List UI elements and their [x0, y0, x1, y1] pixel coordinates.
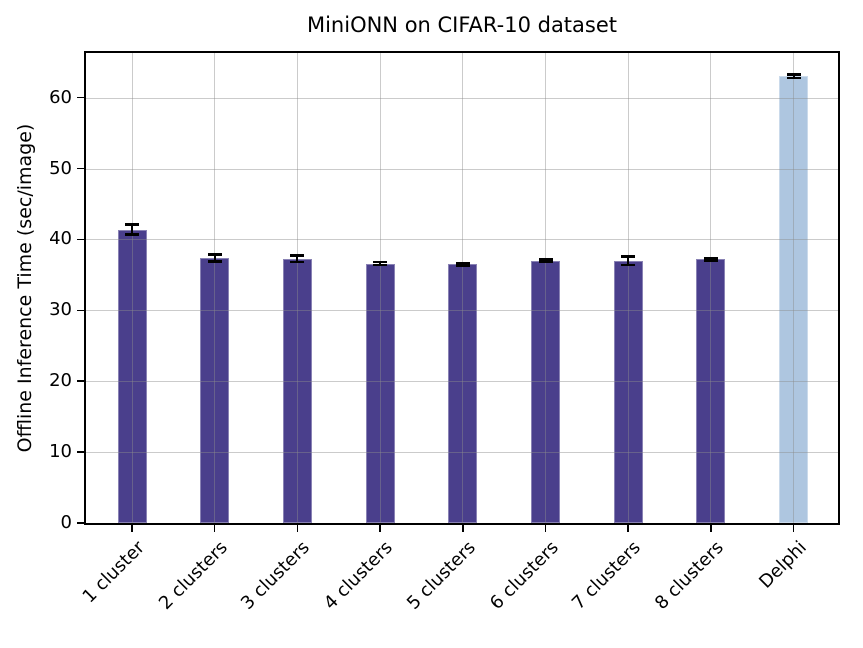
error-bar-cap-bottom	[703, 259, 718, 262]
y-tick-label: 10	[49, 441, 72, 463]
v-gridline	[296, 53, 298, 523]
error-bar-cap-top	[538, 258, 553, 261]
error-bar-line	[709, 257, 712, 261]
y-tick-mark	[77, 96, 84, 99]
y-tick-mark	[77, 238, 84, 241]
v-gridline	[627, 53, 629, 523]
error-bar-cap-bottom	[786, 76, 801, 80]
h-gridline	[86, 239, 838, 241]
error-bar-cap-bottom	[455, 264, 470, 267]
error-bar-cap-bottom	[538, 260, 553, 264]
error-bar-line	[792, 74, 795, 79]
y-tick-label: 50	[49, 157, 72, 179]
error-bar-line	[379, 262, 382, 265]
chart-title: MiniONN on CIFAR-10 dataset	[306, 13, 618, 37]
error-bar-cap-top	[125, 223, 139, 226]
x-tick-mark	[296, 525, 299, 532]
v-gridline	[793, 53, 795, 523]
x-tick-mark	[213, 525, 216, 532]
error-bar-line	[627, 256, 630, 265]
error-bar-cap-top	[207, 253, 222, 256]
error-bar-cap-bottom	[621, 263, 636, 267]
error-bar-cap-bottom	[207, 260, 222, 263]
y-tick-label: 0	[60, 512, 72, 533]
plot-area	[84, 51, 840, 525]
error-bar-line	[544, 259, 547, 263]
x-tick-mark	[462, 525, 464, 532]
bar-6-clusters	[531, 260, 560, 523]
x-tick-mark	[710, 525, 712, 532]
v-gridline	[462, 53, 464, 523]
error-bar-cap-top	[455, 261, 470, 265]
error-bar-cap-top	[621, 255, 636, 258]
error-bar-cap-bottom	[125, 233, 139, 236]
x-tick-mark	[627, 525, 629, 532]
v-gridline	[131, 53, 133, 523]
h-gridline	[86, 97, 838, 99]
x-tick-mark	[131, 525, 133, 532]
y-tick-mark	[77, 309, 84, 312]
x-tick-mark	[792, 525, 795, 532]
x-tick-mark	[544, 525, 547, 532]
bar-2-clusters	[200, 257, 230, 523]
y-tick-mark	[77, 167, 84, 170]
bar-delphi	[779, 76, 809, 523]
error-bar-cap-top	[703, 256, 718, 260]
h-gridline	[86, 381, 838, 383]
h-gridline	[86, 310, 838, 312]
bar-7-clusters	[613, 260, 643, 523]
y-tick-label: 20	[49, 370, 72, 392]
h-gridline	[86, 452, 838, 454]
h-gridline	[86, 168, 838, 170]
bar-3-clusters	[282, 258, 312, 523]
y-tick-mark	[77, 522, 84, 524]
x-tick-mark	[379, 525, 381, 532]
error-bar-cap-bottom	[290, 260, 305, 264]
error-bar-line	[131, 224, 133, 235]
v-gridline	[214, 53, 216, 523]
bar-4-clusters	[365, 263, 395, 523]
error-bar-cap-top	[373, 260, 388, 264]
v-gridline	[710, 53, 712, 523]
y-tick-label: 60	[49, 86, 72, 108]
v-gridline	[379, 53, 381, 523]
error-bar-line	[296, 255, 299, 262]
error-bar-cap-bottom	[373, 263, 388, 267]
y-tick-label: 40	[49, 228, 72, 250]
error-bar-cap-top	[290, 254, 305, 257]
error-bar-line	[213, 254, 216, 262]
error-bar-cap-top	[786, 73, 801, 76]
y-tick-mark	[77, 380, 84, 382]
v-gridline	[545, 53, 546, 523]
bar-5-clusters	[448, 264, 478, 523]
y-tick-label: 30	[49, 299, 72, 321]
y-tick-mark	[77, 451, 84, 453]
